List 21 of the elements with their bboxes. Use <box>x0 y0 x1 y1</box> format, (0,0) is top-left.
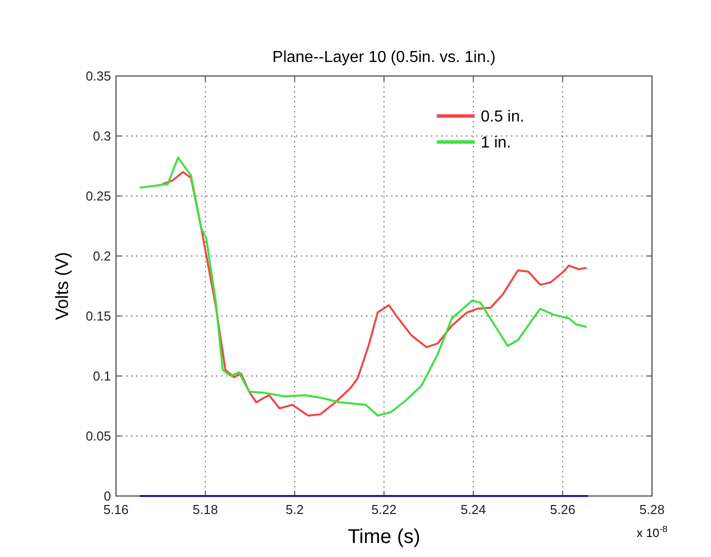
legend-label: 0.5 in. <box>480 108 524 126</box>
y-axis-title: Volts (V) <box>52 252 72 320</box>
y-tick-label: 0.3 <box>92 128 111 144</box>
x-axis-title: Time (s) <box>348 526 420 548</box>
x-tick-label: 5.28 <box>639 502 665 517</box>
y-tick-label: 0.15 <box>86 308 111 324</box>
x-tick-label: 5.26 <box>550 502 576 517</box>
x-tick-label: 5.2 <box>286 502 304 517</box>
x-tick-label: 5.16 <box>103 502 129 517</box>
x-tick-label: 5.18 <box>192 502 218 517</box>
y-tick-label: 0.25 <box>86 188 111 204</box>
chart-title: Plane--Layer 10 (0.5in. vs. 1in.) <box>272 49 496 66</box>
text: x 10$^{-8}$ <box>636 524 668 540</box>
y-tick-label: 0.35 <box>86 68 111 84</box>
y-tick-label: 0.05 <box>86 428 111 444</box>
legend-label: 1 in. <box>480 134 511 152</box>
y-tick-label: 0.2 <box>92 248 111 264</box>
x-tick-label: 5.24 <box>460 502 486 517</box>
y-tick-label: 0 <box>104 488 111 504</box>
x-tick-label: 5.22 <box>371 502 397 517</box>
y-tick-label: 0.1 <box>92 368 111 384</box>
